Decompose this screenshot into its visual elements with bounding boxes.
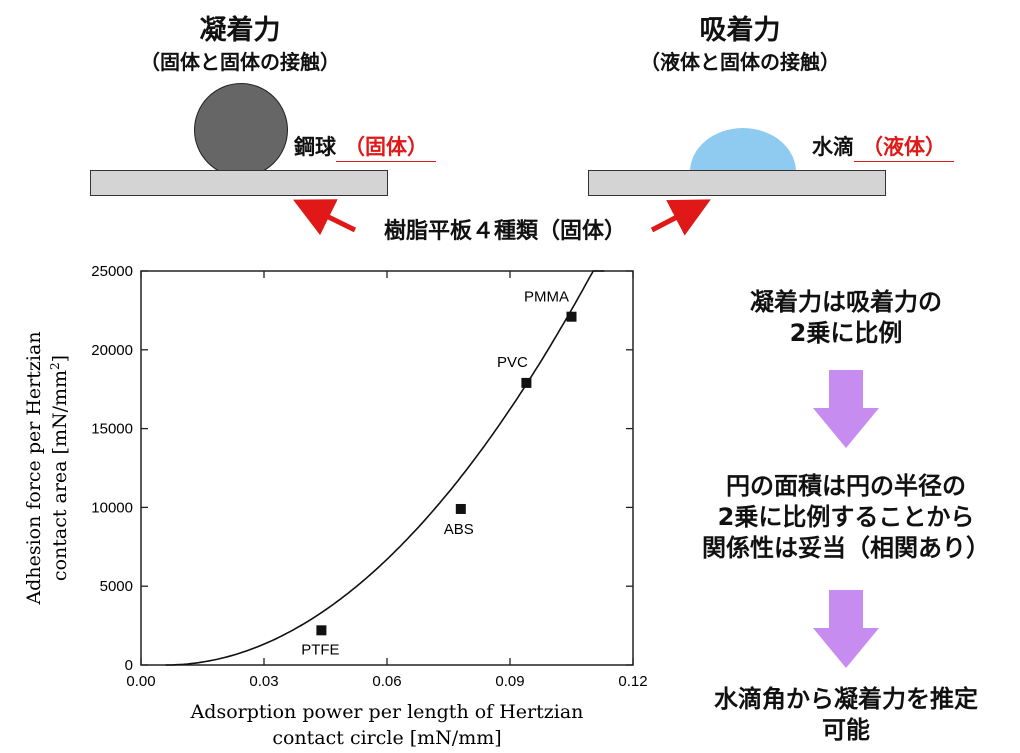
left-subtitle: （固体と固体の接触） [140, 50, 340, 74]
data-point-ptfe [316, 625, 327, 636]
red-arrows [293, 199, 711, 236]
y-tick-label: 25000 [91, 263, 133, 280]
y-axis-label-close: ] [49, 355, 71, 362]
left-title: 凝着力 [199, 15, 281, 46]
data-point-pmma [566, 311, 577, 322]
resin-plate-label: 樹脂平板４種類（固体） [383, 219, 626, 244]
x-tick-label: 0.03 [249, 673, 278, 690]
y-tick-label: 10000 [91, 499, 133, 516]
flow-step3-line2: 可能 [822, 716, 870, 744]
x-tick-label: 0.06 [372, 673, 401, 690]
down-arrow-2 [813, 590, 879, 668]
point-label-pmma: PMMA [524, 289, 569, 306]
flow-step2-line2: 2乗に比例することから [717, 503, 975, 531]
y-tick-label: 15000 [91, 421, 133, 438]
flow-step3-line1: 水滴角から凝着力を推定 [714, 685, 978, 713]
water-droplet-label-tag: （液体） [854, 135, 954, 162]
x-tick-label: 0.12 [618, 673, 647, 690]
right-title: 吸着力 [699, 15, 781, 46]
water-droplet-label-text: 水滴 [812, 135, 854, 159]
y-axis-label-sup: 2 [48, 362, 62, 370]
x-tick-label: 0.09 [495, 673, 524, 690]
y-axis-label-line2: contact area [mN/mm2] [48, 355, 71, 581]
left-red-arrow [293, 199, 357, 236]
right-red-arrow [650, 199, 711, 236]
flow-step2-line3: 関係性は妥当（相関あり） [702, 534, 990, 562]
flow-step3: 水滴角から凝着力を推定 可能 [676, 684, 1016, 746]
steel-ball-label-text: 鋼球 [294, 135, 336, 159]
steel-ball [194, 83, 288, 177]
x-tick-label: 0.00 [126, 673, 155, 690]
point-label-pvc: PVC [497, 354, 528, 371]
steel-ball-label-tag: （固体） [336, 135, 436, 162]
flow-step1-line2: 2乗に比例 [789, 319, 903, 347]
flow-step1-line1: 凝着力は吸着力の [750, 288, 942, 316]
x-axis-label-line1: Adsorption power per length of Hertzian [190, 701, 584, 723]
down-arrow-1 [813, 370, 879, 448]
fit-curve [165, 270, 605, 666]
y-axis-label-line2-text: contact area [mN/mm [49, 370, 71, 581]
steel-ball-label: 鋼球 （固体） [294, 131, 436, 162]
point-label-ptfe: PTFE [301, 641, 339, 658]
y-tick-label: 0 [125, 657, 133, 674]
flow-step1: 凝着力は吸着力の 2乗に比例 [686, 287, 1006, 349]
flow-step2-line1: 円の面積は円の半径の [726, 472, 966, 500]
adhesion-chart: 0.00 0.03 0.06 0.09 0.12 0 5000 10000 15000 20000… [23, 263, 648, 749]
water-droplet-label: 水滴 （液体） [812, 131, 954, 162]
flow-step2: 円の面積は円の半径の 2乗に比例することから 関係性は妥当（相関あり） [666, 471, 1020, 564]
right-subtitle: （液体と固体の接触） [640, 50, 840, 74]
point-label-abs: ABS [444, 521, 474, 538]
y-axis-label-line1: Adhesion force per Hertzian [23, 331, 45, 605]
data-point-abs [455, 503, 466, 514]
y-tick-label: 5000 [100, 578, 133, 595]
data-point-pvc [521, 377, 532, 388]
left-resin-plate [90, 170, 388, 196]
x-axis-label-line2: contact circle [mN/mm] [272, 727, 501, 749]
right-resin-plate [588, 170, 886, 196]
y-tick-label: 20000 [91, 342, 133, 359]
